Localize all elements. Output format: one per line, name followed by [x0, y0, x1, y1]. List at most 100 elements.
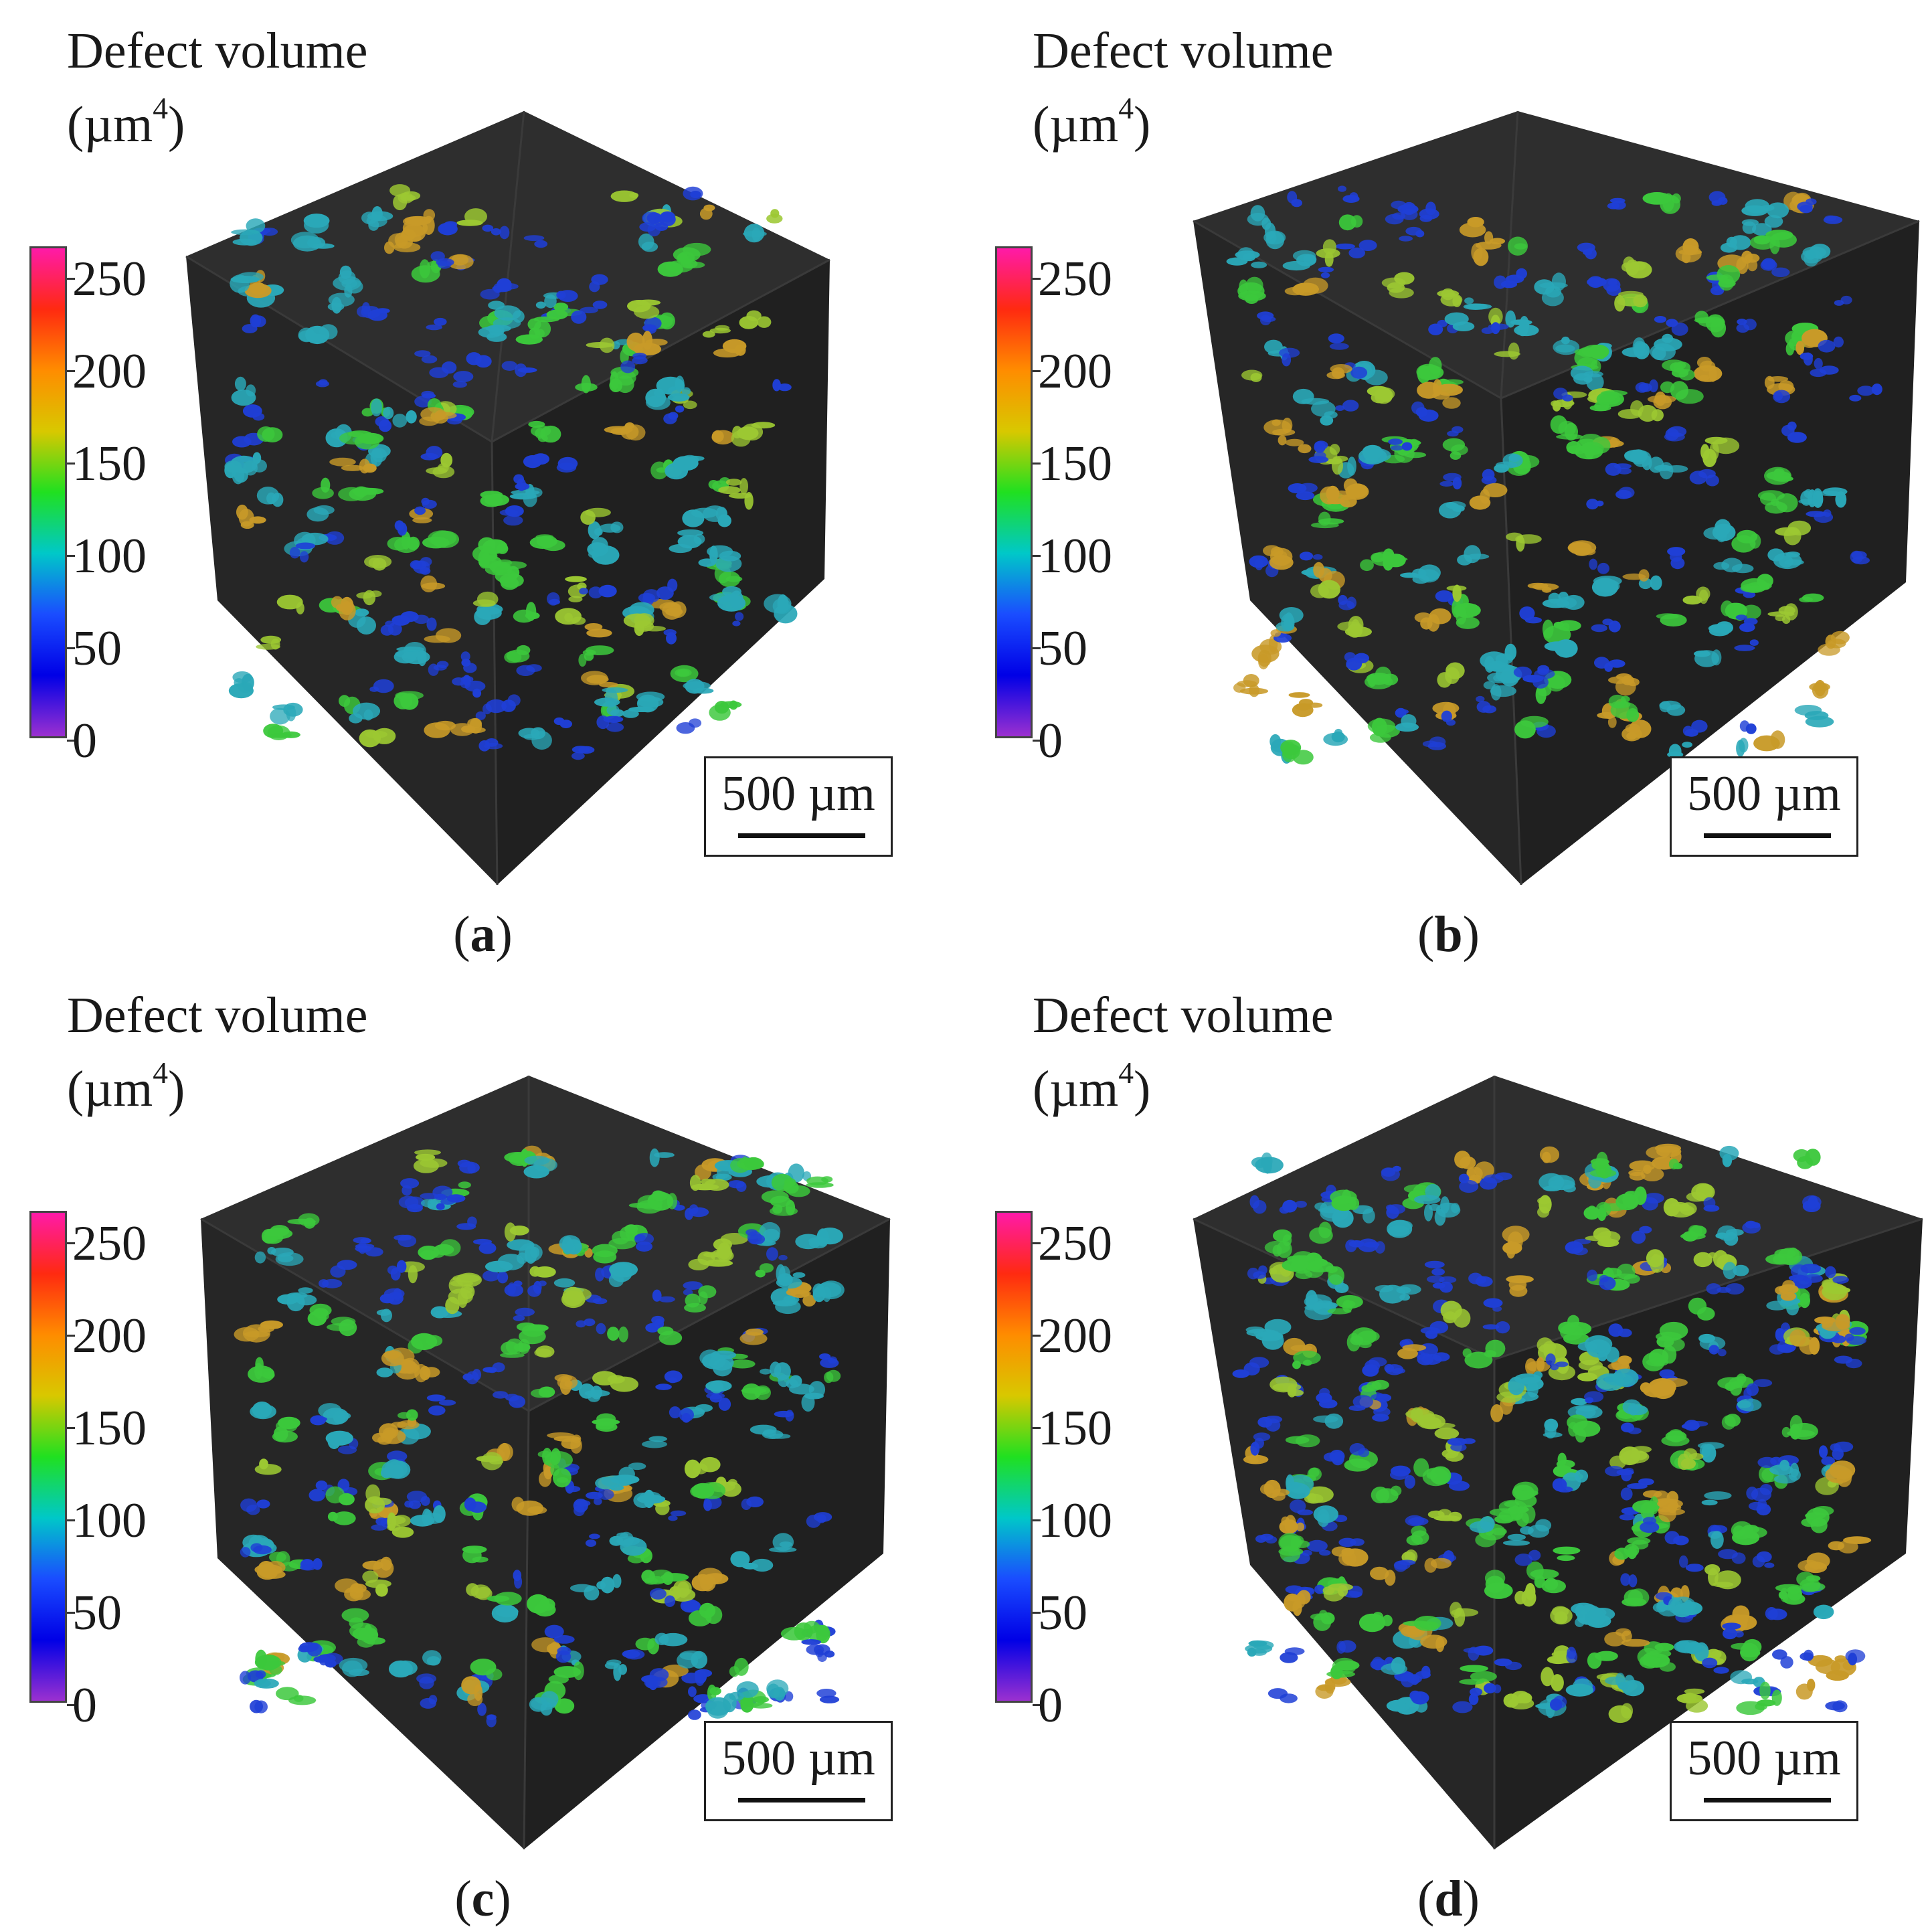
colorbar-tick-label: 0 — [1038, 1678, 1063, 1733]
defect-pore — [1805, 250, 1816, 260]
defect-pore — [703, 1495, 722, 1509]
defect-pore — [1253, 1200, 1267, 1214]
defect-pore — [368, 558, 381, 568]
colorbar-tick-label: 150 — [72, 1401, 147, 1456]
colorbar-tick-mark — [67, 463, 75, 465]
defect-pore — [576, 1320, 586, 1328]
defect-pore — [394, 232, 408, 247]
defect-pore — [361, 408, 374, 417]
defect-pore — [325, 531, 345, 545]
defect-pore — [470, 1659, 497, 1676]
defect-pore — [622, 1649, 640, 1659]
defect-pore — [1309, 1227, 1333, 1244]
defect-pore — [1845, 1649, 1866, 1663]
defect-pore — [1625, 724, 1641, 734]
defect-pore — [392, 414, 408, 428]
defect-pore — [1468, 1693, 1479, 1705]
defect-pore — [1296, 491, 1315, 501]
defect-pore — [1490, 1404, 1504, 1422]
caption-paren-close: ) — [494, 1871, 511, 1927]
defect-pore — [1445, 1451, 1464, 1462]
defect-pore — [550, 1454, 559, 1466]
defect-pore — [1777, 1248, 1803, 1266]
defect-pore — [1403, 1184, 1429, 1193]
defect-pore — [1733, 1264, 1749, 1276]
defect-pore — [1361, 1384, 1375, 1392]
defect-pore — [1556, 434, 1583, 440]
defect-pore — [327, 303, 345, 311]
defect-pore — [1313, 562, 1324, 578]
defect-pore — [667, 578, 678, 592]
defect-pore — [760, 1368, 772, 1375]
colorbar-unit: (µm4) — [1033, 93, 1150, 150]
defect-pore — [1596, 1373, 1624, 1391]
colorbar-title-text: Defect volume — [67, 23, 368, 79]
defect-pore — [649, 1148, 660, 1167]
defect-pore — [290, 232, 319, 249]
defect-pore — [745, 1229, 758, 1236]
defect-pore — [1610, 197, 1626, 203]
defect-pore — [683, 261, 705, 268]
scale-bar-box: 500 µm — [1670, 756, 1858, 857]
defect-pore — [1708, 191, 1726, 203]
defect-pore — [718, 486, 741, 495]
defect-pore — [1354, 653, 1369, 664]
defect-pore — [513, 1315, 525, 1321]
defect-pore — [535, 301, 546, 309]
defect-pore — [1464, 1351, 1493, 1369]
defect-pore — [1650, 575, 1662, 590]
defect-pore — [547, 1432, 574, 1439]
defect-pore — [1682, 1231, 1698, 1242]
defect-pore — [1722, 1622, 1741, 1630]
defect-pore — [491, 1604, 519, 1623]
defect-pore — [1606, 284, 1621, 296]
defect-pore — [1554, 1611, 1568, 1624]
defect-pore — [826, 1369, 841, 1382]
panel-caption: (a) — [0, 909, 966, 960]
defect-pore — [451, 254, 469, 266]
defect-pore — [574, 1505, 585, 1517]
defect-pore — [749, 1234, 766, 1245]
defect-pore — [262, 427, 283, 442]
defect-pore — [658, 1296, 675, 1303]
defect-pore — [1607, 716, 1617, 728]
defect-pore — [365, 1484, 381, 1503]
defect-pore — [424, 722, 450, 738]
defect-pore — [689, 1204, 699, 1215]
defect-pore — [1435, 590, 1454, 602]
defect-pore — [1456, 616, 1480, 629]
defect-pore — [544, 1624, 564, 1639]
defect-pore — [1324, 1413, 1344, 1429]
defect-pore — [485, 699, 507, 714]
defect-pore — [1397, 1284, 1421, 1295]
colorbar-tick-mark — [1033, 278, 1041, 280]
defect-pore — [664, 1595, 676, 1607]
defect-pore — [1335, 243, 1355, 250]
defect-pore — [1408, 1517, 1429, 1526]
defect-pore — [527, 1284, 541, 1297]
defect-pore — [244, 283, 272, 299]
defect-pore — [772, 1533, 794, 1551]
defect-pore — [1608, 1323, 1623, 1337]
defect-pore — [1550, 1698, 1563, 1711]
defect-pore — [450, 723, 474, 736]
defect-pore — [262, 1570, 286, 1579]
defect-pore — [246, 218, 266, 234]
defect-pore — [1780, 1656, 1793, 1669]
defect-pore — [709, 1394, 723, 1403]
defect-pore — [1684, 1420, 1700, 1431]
colorbar-tick-label: 50 — [72, 1586, 122, 1641]
defect-pore — [1429, 736, 1446, 748]
defect-pore — [1723, 1262, 1737, 1280]
defect-pore — [1290, 1499, 1306, 1513]
colorbar-title: Defect volume — [67, 25, 367, 76]
defect-pore — [515, 483, 530, 491]
defect-pore — [1702, 1657, 1718, 1669]
defect-pore — [1362, 444, 1383, 459]
defect-pore — [1813, 1604, 1834, 1620]
defect-pore — [303, 1218, 316, 1229]
defect-pore — [240, 1671, 251, 1685]
defect-pore — [321, 477, 331, 493]
defect-pore — [1595, 1651, 1618, 1661]
defect-pore — [1411, 1691, 1429, 1705]
